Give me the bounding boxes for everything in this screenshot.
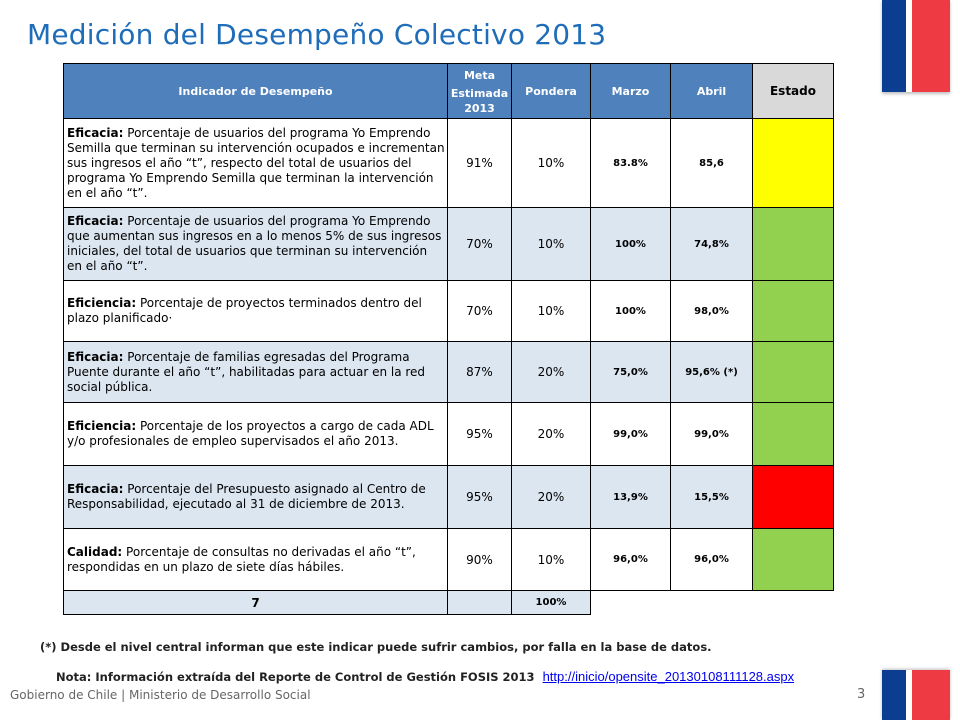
- header-meta-line-2: Estimada: [450, 87, 509, 100]
- meta-cell: 70%: [447, 280, 512, 342]
- pondera-cell: 10%: [511, 207, 591, 281]
- footer-ministry: Gobierno de Chile | Ministerio de Desarr…: [10, 688, 311, 702]
- table-row: Eficacia: Porcentaje del Presupuesto asi…: [63, 465, 834, 529]
- header-meta-line-1: Meta: [463, 69, 496, 82]
- pondera-cell: 20%: [511, 341, 591, 403]
- abril-cell: 15,5%: [670, 465, 753, 529]
- indicator-type: Eficacia:: [67, 482, 124, 496]
- table-header-row: Indicador de Desempeño Meta Estimada 201…: [63, 63, 834, 119]
- pondera-cell: 10%: [511, 528, 591, 591]
- abril-cell: 96,0%: [670, 528, 753, 591]
- indicator-cell: Eficacia: Porcentaje de usuarios del pro…: [63, 207, 448, 281]
- table-row: Eficacia: Porcentaje de usuarios del pro…: [63, 118, 834, 208]
- abril-cell: 99,0%: [670, 402, 753, 466]
- indicator-type: Eficacia:: [67, 125, 124, 140]
- pondera-cell: 20%: [511, 465, 591, 529]
- indicator-cell: Calidad: Porcentaje de consultas no deri…: [63, 528, 448, 591]
- indicator-description: Porcentaje de los proyectos a cargo de c…: [67, 419, 434, 448]
- marzo-cell: 99,0%: [590, 402, 671, 466]
- marzo-cell: 100%: [590, 280, 671, 342]
- meta-cell: 90%: [447, 528, 512, 591]
- indicator-cell: Eficiencia: Porcentaje de los proyectos …: [63, 402, 448, 466]
- page-number: 3: [857, 687, 866, 702]
- pondera-cell: 10%: [511, 280, 591, 342]
- status-indicator-green: [752, 280, 834, 342]
- abril-cell: 85,6: [670, 118, 753, 208]
- total-empty-cell: [590, 590, 671, 615]
- abril-cell: 98,0%: [670, 280, 753, 342]
- status-indicator-green: [752, 402, 834, 466]
- footnote-asterisk: (*) Desde el nivel central informan que …: [40, 640, 712, 654]
- meta-cell: 95%: [447, 465, 512, 529]
- indicator-cell: Eficiencia: Porcentaje de proyectos term…: [63, 280, 448, 342]
- indicator-type: Calidad:: [67, 544, 123, 559]
- indicator-type: Eficacia:: [67, 349, 124, 364]
- meta-cell: 95%: [447, 402, 512, 466]
- chile-flag-logo-top: [882, 0, 950, 92]
- indicator-cell: Eficacia: Porcentaje de usuarios del pro…: [63, 118, 448, 208]
- header-marzo: Marzo: [590, 63, 671, 119]
- meta-cell: 87%: [447, 341, 512, 403]
- total-empty-cell: [670, 590, 753, 615]
- total-row: 7 100%: [63, 590, 834, 615]
- indicator-description: Porcentaje de familias egresadas del Pro…: [67, 349, 426, 394]
- meta-cell: 91%: [447, 118, 512, 208]
- status-indicator-green: [752, 528, 834, 591]
- status-indicator-green: [752, 341, 834, 403]
- total-meta-empty: [447, 590, 512, 615]
- pondera-cell: 20%: [511, 402, 591, 466]
- table-row: Calidad: Porcentaje de consultas no deri…: [63, 528, 834, 591]
- indicator-type: Eficiencia:: [67, 419, 137, 433]
- header-pondera: Pondera: [511, 63, 591, 119]
- indicator-description: Porcentaje de proyectos terminados dentr…: [67, 296, 422, 325]
- status-indicator-yellow: [752, 118, 834, 208]
- slide-title: Medición del Desempeño Colectivo 2013: [27, 18, 607, 51]
- source-link[interactable]: http://inicio/opensite_20130108111128.as…: [542, 669, 795, 684]
- abril-cell: 74,8%: [670, 207, 753, 281]
- indicator-description: Porcentaje de usuarios del programa Yo E…: [67, 214, 442, 273]
- table-row: Eficacia: Porcentaje de familias egresad…: [63, 341, 834, 403]
- footnote-source: Nota: Información extraída del Reporte d…: [56, 669, 794, 684]
- pondera-cell: 10%: [511, 118, 591, 208]
- indicator-cell: Eficacia: Porcentaje del Presupuesto asi…: [63, 465, 448, 529]
- indicator-cell: Eficacia: Porcentaje de familias egresad…: [63, 341, 448, 403]
- total-empty-cell: [752, 590, 834, 615]
- table-row: Eficiencia: Porcentaje de proyectos term…: [63, 280, 834, 342]
- header-estado: Estado: [752, 63, 834, 119]
- indicator-description: Porcentaje de usuarios del programa Yo E…: [67, 125, 445, 200]
- marzo-cell: 13,9%: [590, 465, 671, 529]
- marzo-cell: 96,0%: [590, 528, 671, 591]
- indicator-type: Eficiencia:: [67, 296, 137, 310]
- table-row: Eficiencia: Porcentaje de los proyectos …: [63, 402, 834, 466]
- header-abril: Abril: [670, 63, 753, 119]
- marzo-cell: 75,0%: [590, 341, 671, 403]
- marzo-cell: 83.8%: [590, 118, 671, 208]
- status-indicator-red: [752, 465, 834, 529]
- indicator-type: Eficacia:: [67, 214, 124, 228]
- header-meta-line-3: 2013: [464, 102, 495, 115]
- marzo-cell: 100%: [590, 207, 671, 281]
- footnote-source-text: Nota: Información extraída del Reporte d…: [56, 670, 535, 684]
- header-indicador: Indicador de Desempeño: [63, 63, 448, 119]
- header-meta: Meta Estimada 2013: [447, 63, 512, 119]
- abril-cell: 95,6% (*): [670, 341, 753, 403]
- indicator-description: Porcentaje del Presupuesto asignado al C…: [67, 482, 426, 511]
- performance-table: Indicador de Desempeño Meta Estimada 201…: [63, 63, 834, 615]
- chile-flag-logo-bottom: [882, 670, 950, 720]
- status-indicator-green: [752, 207, 834, 281]
- total-pondera: 100%: [511, 590, 591, 615]
- table-row: Eficacia: Porcentaje de usuarios del pro…: [63, 207, 834, 281]
- meta-cell: 70%: [447, 207, 512, 281]
- indicator-description: Porcentaje de consultas no derivadas el …: [67, 544, 416, 574]
- total-count: 7: [63, 590, 448, 615]
